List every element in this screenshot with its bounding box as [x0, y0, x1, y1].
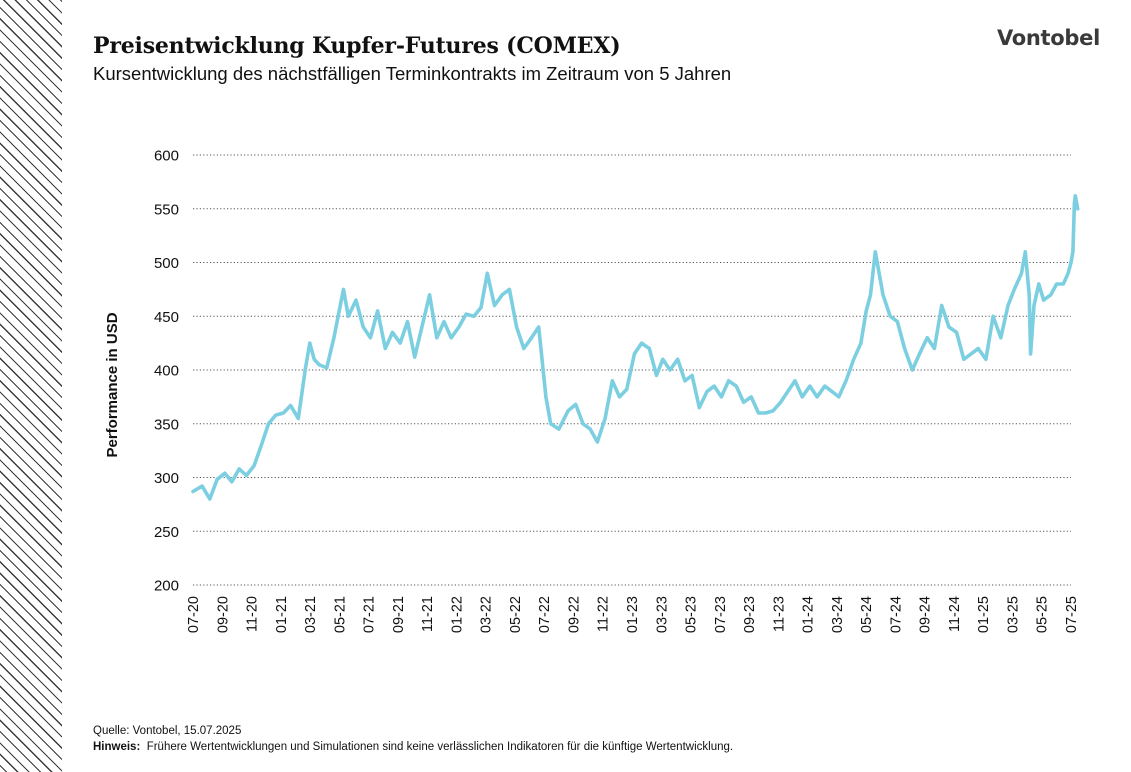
footer: Quelle: Vontobel, 15.07.2025 Hinweis: Fr… [93, 723, 733, 755]
x-tick-label: 07-24 [888, 596, 904, 633]
x-tick-label: 07-25 [1064, 596, 1080, 633]
x-tick-label: 07-23 [713, 596, 729, 633]
x-tick-label: 11-20 [245, 596, 261, 632]
source-text: Quelle: Vontobel, 15.07.2025 [93, 725, 242, 737]
x-tick-label: 09-24 [918, 596, 934, 633]
y-tick-label: 300 [154, 470, 179, 487]
disclaimer: Hinweis: Frühere Wertentwicklungen und S… [93, 739, 733, 755]
decorative-stripes [0, 0, 62, 772]
x-tick-label: 03-25 [1005, 596, 1021, 633]
x-tick-label: 01-24 [801, 596, 817, 633]
x-tick-label: 09-22 [566, 596, 582, 633]
chart-title: Preisentwicklung Kupfer-Futures (COMEX) [93, 33, 621, 59]
x-tick-label: 09-20 [215, 596, 231, 633]
x-tick-label: 05-24 [859, 596, 875, 633]
x-tick-label: 01-22 [449, 596, 465, 633]
disclaimer-label: Hinweis: [93, 741, 141, 753]
y-tick-label: 400 [154, 363, 179, 380]
x-tick-label: 03-23 [654, 596, 670, 633]
x-tick-labels: 07-20 09-20 11-20 01-21 03-21 05-21 07-21 09-21… [186, 596, 1080, 633]
y-tick-label: 250 [154, 524, 179, 541]
x-tick-label: 03-24 [830, 596, 846, 633]
x-tick-label: 09-21 [391, 596, 407, 633]
grid-lines [193, 154, 1071, 586]
x-tick-label: 07-21 [362, 596, 378, 633]
x-tick-label: 11-22 [596, 596, 612, 632]
series-group [191, 194, 1080, 501]
disclaimer-text: Frühere Wertentwicklungen und Simulation… [146, 741, 734, 753]
x-tick-label: 09-23 [742, 596, 758, 633]
y-tick-label: 200 [154, 578, 179, 595]
y-tick-label: 600 [154, 148, 179, 165]
x-tick-label: 03-22 [479, 596, 495, 633]
x-tick-label: 07-22 [537, 596, 553, 633]
x-tick-label: 01-23 [625, 596, 641, 633]
series-line-0 [191, 194, 1080, 501]
chart-subtitle: Kursentwicklung des nächstfälligen Termi… [93, 63, 732, 84]
x-tick-label: 01-21 [274, 596, 290, 633]
x-tick-label: 05-22 [508, 596, 524, 633]
y-tick-label: 350 [154, 416, 179, 433]
y-axis-label: Performance in USD [104, 312, 121, 457]
x-tick-label: 05-25 [1035, 596, 1051, 633]
y-tick-labels: 200 250 300 350 400 450 500 550 600 [154, 148, 179, 595]
x-tick-label: 05-21 [332, 596, 348, 633]
x-tick-label: 11-24 [947, 596, 963, 632]
y-tick-label: 500 [154, 255, 179, 272]
x-tick-label: 01-25 [976, 596, 992, 633]
y-tick-label: 450 [154, 309, 179, 326]
x-tick-label: 05-23 [684, 596, 700, 633]
x-tick-label: 03-21 [303, 596, 319, 633]
x-tick-label: 11-21 [420, 596, 436, 632]
y-tick-label: 550 [154, 201, 179, 218]
vontobel-logo: Vontobel [996, 26, 1100, 50]
x-tick-label: 11-23 [771, 596, 787, 632]
x-tick-label: 07-20 [186, 596, 202, 633]
